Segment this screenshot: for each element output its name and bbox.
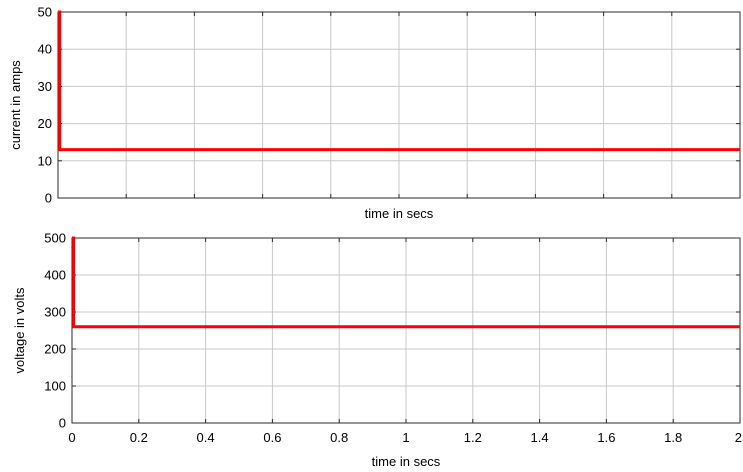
voltage-x-tick-label-6: 1.2 [464, 430, 482, 445]
voltage-x-tick-label-0: 0 [68, 430, 75, 445]
voltage-x-tick-label-5: 1 [402, 430, 409, 445]
voltage-x-ticks: 0 0.2 0.4 0.6 0.8 1 1.2 1.4 1.6 1.8 2 [68, 238, 742, 445]
voltage-x-tick-label-7: 1.4 [531, 430, 549, 445]
current-y-tick-label-0: 0 [45, 191, 52, 206]
current-grid [57, 11, 741, 199]
voltage-x-tick-label-10: 2 [735, 430, 742, 445]
voltage-y-tick-label-3: 300 [44, 305, 66, 320]
voltage-y-tick-label-0: 0 [59, 416, 66, 431]
current-y-ticks: 0 10 20 30 40 50 [38, 5, 740, 206]
current-y-tick-label-5: 50 [38, 5, 52, 20]
voltage-series-line-0 [72, 236, 740, 329]
current-plot: 0 10 20 30 40 50 time in secs current in amps [8, 5, 741, 221]
voltage-x-tick-label-8: 1.6 [597, 430, 615, 445]
voltage-x-tick-label-2: 0.4 [197, 430, 215, 445]
current-series-line-0 [58, 10, 740, 152]
voltage-y-axis-label: voltage in volts [12, 287, 27, 373]
voltage-x-tick-label-1: 0.2 [130, 430, 148, 445]
voltage-x-tick-label-4: 0.8 [330, 430, 348, 445]
current-y-axis-label: current in amps [8, 60, 23, 150]
current-y-tick-label-1: 10 [38, 153, 52, 168]
voltage-y-tick-label-5: 500 [44, 231, 66, 246]
current-x-axis-label: time in secs [365, 206, 434, 221]
voltage-x-tick-label-9: 1.8 [664, 430, 682, 445]
current-x-ticks [57, 12, 741, 198]
voltage-y-ticks: 0 100 200 300 400 500 [44, 231, 740, 431]
voltage-y-tick-label-1: 100 [44, 379, 66, 394]
voltage-grid [71, 237, 741, 424]
current-y-tick-label-3: 30 [38, 79, 52, 94]
current-series [58, 10, 740, 152]
current-y-tick-label-4: 40 [38, 42, 52, 57]
voltage-series [72, 236, 740, 329]
voltage-y-tick-label-4: 400 [44, 268, 66, 283]
current-y-tick-label-2: 20 [38, 116, 52, 131]
voltage-y-tick-label-2: 200 [44, 342, 66, 357]
voltage-x-axis-label: time in secs [372, 454, 441, 469]
voltage-plot: 0 100 200 300 400 500 0 0.2 0.4 0.6 0.8 1 1.2 1.4 1.6… [12, 231, 742, 470]
voltage-x-tick-label-3: 0.6 [263, 430, 281, 445]
